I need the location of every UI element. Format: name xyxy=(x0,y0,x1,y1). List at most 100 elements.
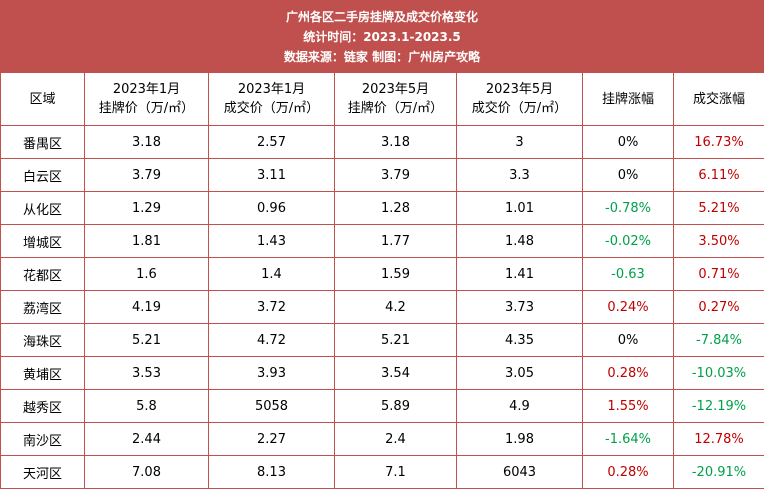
cell-list-price-may: 3.79 xyxy=(334,158,457,192)
table-row: 从化区 1.29 0.96 1.28 1.01 -0.78% 5.21% xyxy=(0,191,764,225)
cell-deal-price-jan: 5058 xyxy=(208,389,335,423)
cell-list-price-may: 3.18 xyxy=(334,125,457,159)
cell-deal-price-may: 3.05 xyxy=(456,356,583,390)
cell-deal-price-jan: 4.72 xyxy=(208,323,335,357)
table-header-banner: 广州各区二手房挂牌及成交价格变化 统计时间：2023.1-2023.5 数据来源… xyxy=(0,0,764,72)
cell-list-price-may: 5.89 xyxy=(334,389,457,423)
cell-list-price-jan: 1.29 xyxy=(84,191,209,225)
cell-list-change: 0.28% xyxy=(582,356,674,390)
cell-deal-price-jan: 3.93 xyxy=(208,356,335,390)
table-row: 天河区 7.08 8.13 7.1 6043 0.28% -20.91% xyxy=(0,455,764,489)
table-row: 越秀区 5.8 5058 5.89 4.9 1.55% -12.19% xyxy=(0,389,764,423)
cell-list-price-jan: 5.21 xyxy=(84,323,209,357)
cell-deal-change: 0.71% xyxy=(673,257,764,291)
cell-district: 从化区 xyxy=(0,191,85,225)
table-row: 黄埔区 3.53 3.93 3.54 3.05 0.28% -10.03% xyxy=(0,356,764,390)
table-row: 增城区 1.81 1.43 1.77 1.48 -0.02% 3.50% xyxy=(0,224,764,258)
cell-deal-price-may: 4.35 xyxy=(456,323,583,357)
cell-district: 天河区 xyxy=(0,455,85,489)
table-row: 荔湾区 4.19 3.72 4.2 3.73 0.24% 0.27% xyxy=(0,290,764,324)
cell-deal-price-jan: 0.96 xyxy=(208,191,335,225)
cell-list-price-may: 1.28 xyxy=(334,191,457,225)
cell-district: 白云区 xyxy=(0,158,85,192)
column-header-line1: 区域 xyxy=(29,91,56,107)
cell-district: 越秀区 xyxy=(0,389,85,423)
column-header-list-change: 挂牌涨幅 xyxy=(582,72,674,126)
cell-district: 黄埔区 xyxy=(0,356,85,390)
column-header-line2: 成交价（万/㎡） xyxy=(471,101,568,116)
cell-deal-change: 6.11% xyxy=(673,158,764,192)
cell-deal-change: -20.91% xyxy=(673,455,764,489)
statistics-period: 统计时间：2023.1-2023.5 xyxy=(303,30,461,44)
cell-list-price-jan: 1.81 xyxy=(84,224,209,258)
cell-deal-price-jan: 2.57 xyxy=(208,125,335,159)
cell-list-price-jan: 5.8 xyxy=(84,389,209,423)
cell-list-change: 0% xyxy=(582,158,674,192)
cell-list-change: 0% xyxy=(582,323,674,357)
cell-deal-price-jan: 1.4 xyxy=(208,257,335,291)
column-header-line2: 挂牌价（万/㎡） xyxy=(98,101,195,116)
column-header-district: 区域 xyxy=(0,72,85,126)
column-header-line1: 2023年1月 xyxy=(112,82,181,97)
cell-deal-price-jan: 2.27 xyxy=(208,422,335,456)
column-header-line1: 2023年5月 xyxy=(361,82,430,97)
cell-district: 海珠区 xyxy=(0,323,85,357)
column-header-deal-change: 成交涨幅 xyxy=(673,72,764,126)
cell-deal-price-may: 4.9 xyxy=(456,389,583,423)
table-row: 南沙区 2.44 2.27 2.4 1.98 -1.64% 12.78% xyxy=(0,422,764,456)
cell-list-price-may: 3.54 xyxy=(334,356,457,390)
cell-deal-change: -12.19% xyxy=(673,389,764,423)
cell-list-price-jan: 3.53 xyxy=(84,356,209,390)
cell-list-price-jan: 2.44 xyxy=(84,422,209,456)
cell-deal-change: 16.73% xyxy=(673,125,764,159)
column-header-list-jan: 2023年1月 挂牌价（万/㎡） xyxy=(84,72,209,126)
cell-deal-price-may: 3.73 xyxy=(456,290,583,324)
column-header-list-may: 2023年5月 挂牌价（万/㎡） xyxy=(334,72,457,126)
table-row: 花都区 1.6 1.4 1.59 1.41 -0.63 0.71% xyxy=(0,257,764,291)
cell-list-price-may: 5.21 xyxy=(334,323,457,357)
cell-district: 增城区 xyxy=(0,224,85,258)
cell-district: 南沙区 xyxy=(0,422,85,456)
cell-deal-change: 12.78% xyxy=(673,422,764,456)
cell-list-change: -0.63 xyxy=(582,257,674,291)
header-row: 区域 2023年1月 挂牌价（万/㎡） 2023年1月 成交价（万/㎡） 202… xyxy=(0,72,764,126)
column-header-line1: 2023年5月 xyxy=(485,82,554,97)
column-header-line2: 挂牌价（万/㎡） xyxy=(347,101,444,116)
cell-list-change: -1.64% xyxy=(582,422,674,456)
cell-list-price-may: 2.4 xyxy=(334,422,457,456)
cell-list-change: -0.78% xyxy=(582,191,674,225)
cell-district: 荔湾区 xyxy=(0,290,85,324)
table-row: 番禺区 3.18 2.57 3.18 3 0% 16.73% xyxy=(0,125,764,159)
cell-district: 番禺区 xyxy=(0,125,85,159)
cell-deal-price-may: 1.41 xyxy=(456,257,583,291)
column-header-line1: 挂牌涨幅 xyxy=(601,91,654,107)
cell-list-change: 0.28% xyxy=(582,455,674,489)
cell-list-price-jan: 7.08 xyxy=(84,455,209,489)
cell-deal-change: -7.84% xyxy=(673,323,764,357)
cell-deal-change: 0.27% xyxy=(673,290,764,324)
cell-list-change: 0.24% xyxy=(582,290,674,324)
cell-list-price-may: 7.1 xyxy=(334,455,457,489)
column-header-deal-may: 2023年5月 成交价（万/㎡） xyxy=(456,72,583,126)
price-table: 区域 2023年1月 挂牌价（万/㎡） 2023年1月 成交价（万/㎡） 202… xyxy=(0,72,764,489)
data-source: 数据来源：链家 制图：广州房产攻略 xyxy=(283,50,481,64)
cell-list-price-jan: 3.18 xyxy=(84,125,209,159)
cell-deal-price-may: 1.48 xyxy=(456,224,583,258)
table-row: 海珠区 5.21 4.72 5.21 4.35 0% -7.84% xyxy=(0,323,764,357)
cell-list-price-jan: 3.79 xyxy=(84,158,209,192)
cell-list-price-may: 1.77 xyxy=(334,224,457,258)
cell-list-change: 0% xyxy=(582,125,674,159)
cell-deal-price-jan: 8.13 xyxy=(208,455,335,489)
cell-deal-price-jan: 3.72 xyxy=(208,290,335,324)
cell-list-change: -0.02% xyxy=(582,224,674,258)
table-row: 白云区 3.79 3.11 3.79 3.3 0% 6.11% xyxy=(0,158,764,192)
cell-deal-change: 5.21% xyxy=(673,191,764,225)
cell-deal-price-may: 1.01 xyxy=(456,191,583,225)
cell-list-price-may: 4.2 xyxy=(334,290,457,324)
table-body: 番禺区 3.18 2.57 3.18 3 0% 16.73% 白云区 3.79 3.11 3.79 3… xyxy=(0,125,764,489)
column-header-line1: 2023年1月 xyxy=(237,82,306,97)
cell-deal-price-jan: 1.43 xyxy=(208,224,335,258)
column-header-line2: 成交价（万/㎡） xyxy=(223,101,320,116)
cell-list-change: 1.55% xyxy=(582,389,674,423)
